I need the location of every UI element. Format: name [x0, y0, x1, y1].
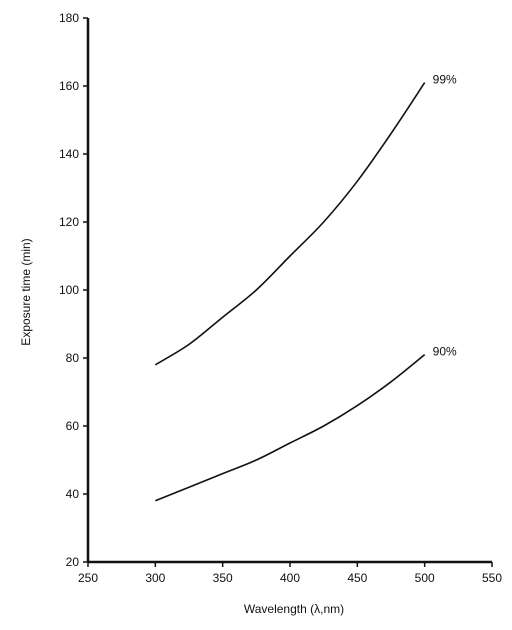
y-tick-label: 80 — [66, 351, 80, 365]
y-axis-title: Exposure time (min) — [19, 238, 33, 345]
x-tick-label: 250 — [78, 571, 98, 585]
y-tick-label: 20 — [66, 555, 80, 569]
ticks-layer: 20 40 60 80 100 120 140 160 180 250 300 350 400 450 50… — [59, 11, 502, 585]
series-line-99-percent — [154, 82, 426, 366]
series-line-90-percent — [155, 353, 426, 502]
x-tick-label: 300 — [145, 571, 165, 585]
series-label-90-percent: 90% — [433, 345, 457, 359]
y-tick-label: 60 — [66, 419, 80, 433]
y-tick-label: 40 — [66, 487, 80, 501]
x-tick-label: 500 — [415, 571, 435, 585]
x-tick-label: 350 — [213, 571, 233, 585]
labels-layer: 99% 90% — [433, 73, 457, 359]
axes-layer — [86, 18, 492, 564]
series-label-99-percent: 99% — [433, 73, 457, 87]
y-tick-label: 180 — [59, 11, 79, 25]
x-tick-label: 550 — [482, 571, 502, 585]
x-tick-label: 450 — [347, 571, 367, 585]
x-tick-label: 400 — [280, 571, 300, 585]
y-tick-label: 140 — [59, 147, 79, 161]
series-layer — [154, 82, 426, 502]
x-axis-title: Wavelength (λ,nm) — [244, 602, 344, 616]
y-tick-label: 160 — [59, 79, 79, 93]
y-tick-label: 100 — [59, 283, 79, 297]
y-tick-label: 120 — [59, 215, 79, 229]
